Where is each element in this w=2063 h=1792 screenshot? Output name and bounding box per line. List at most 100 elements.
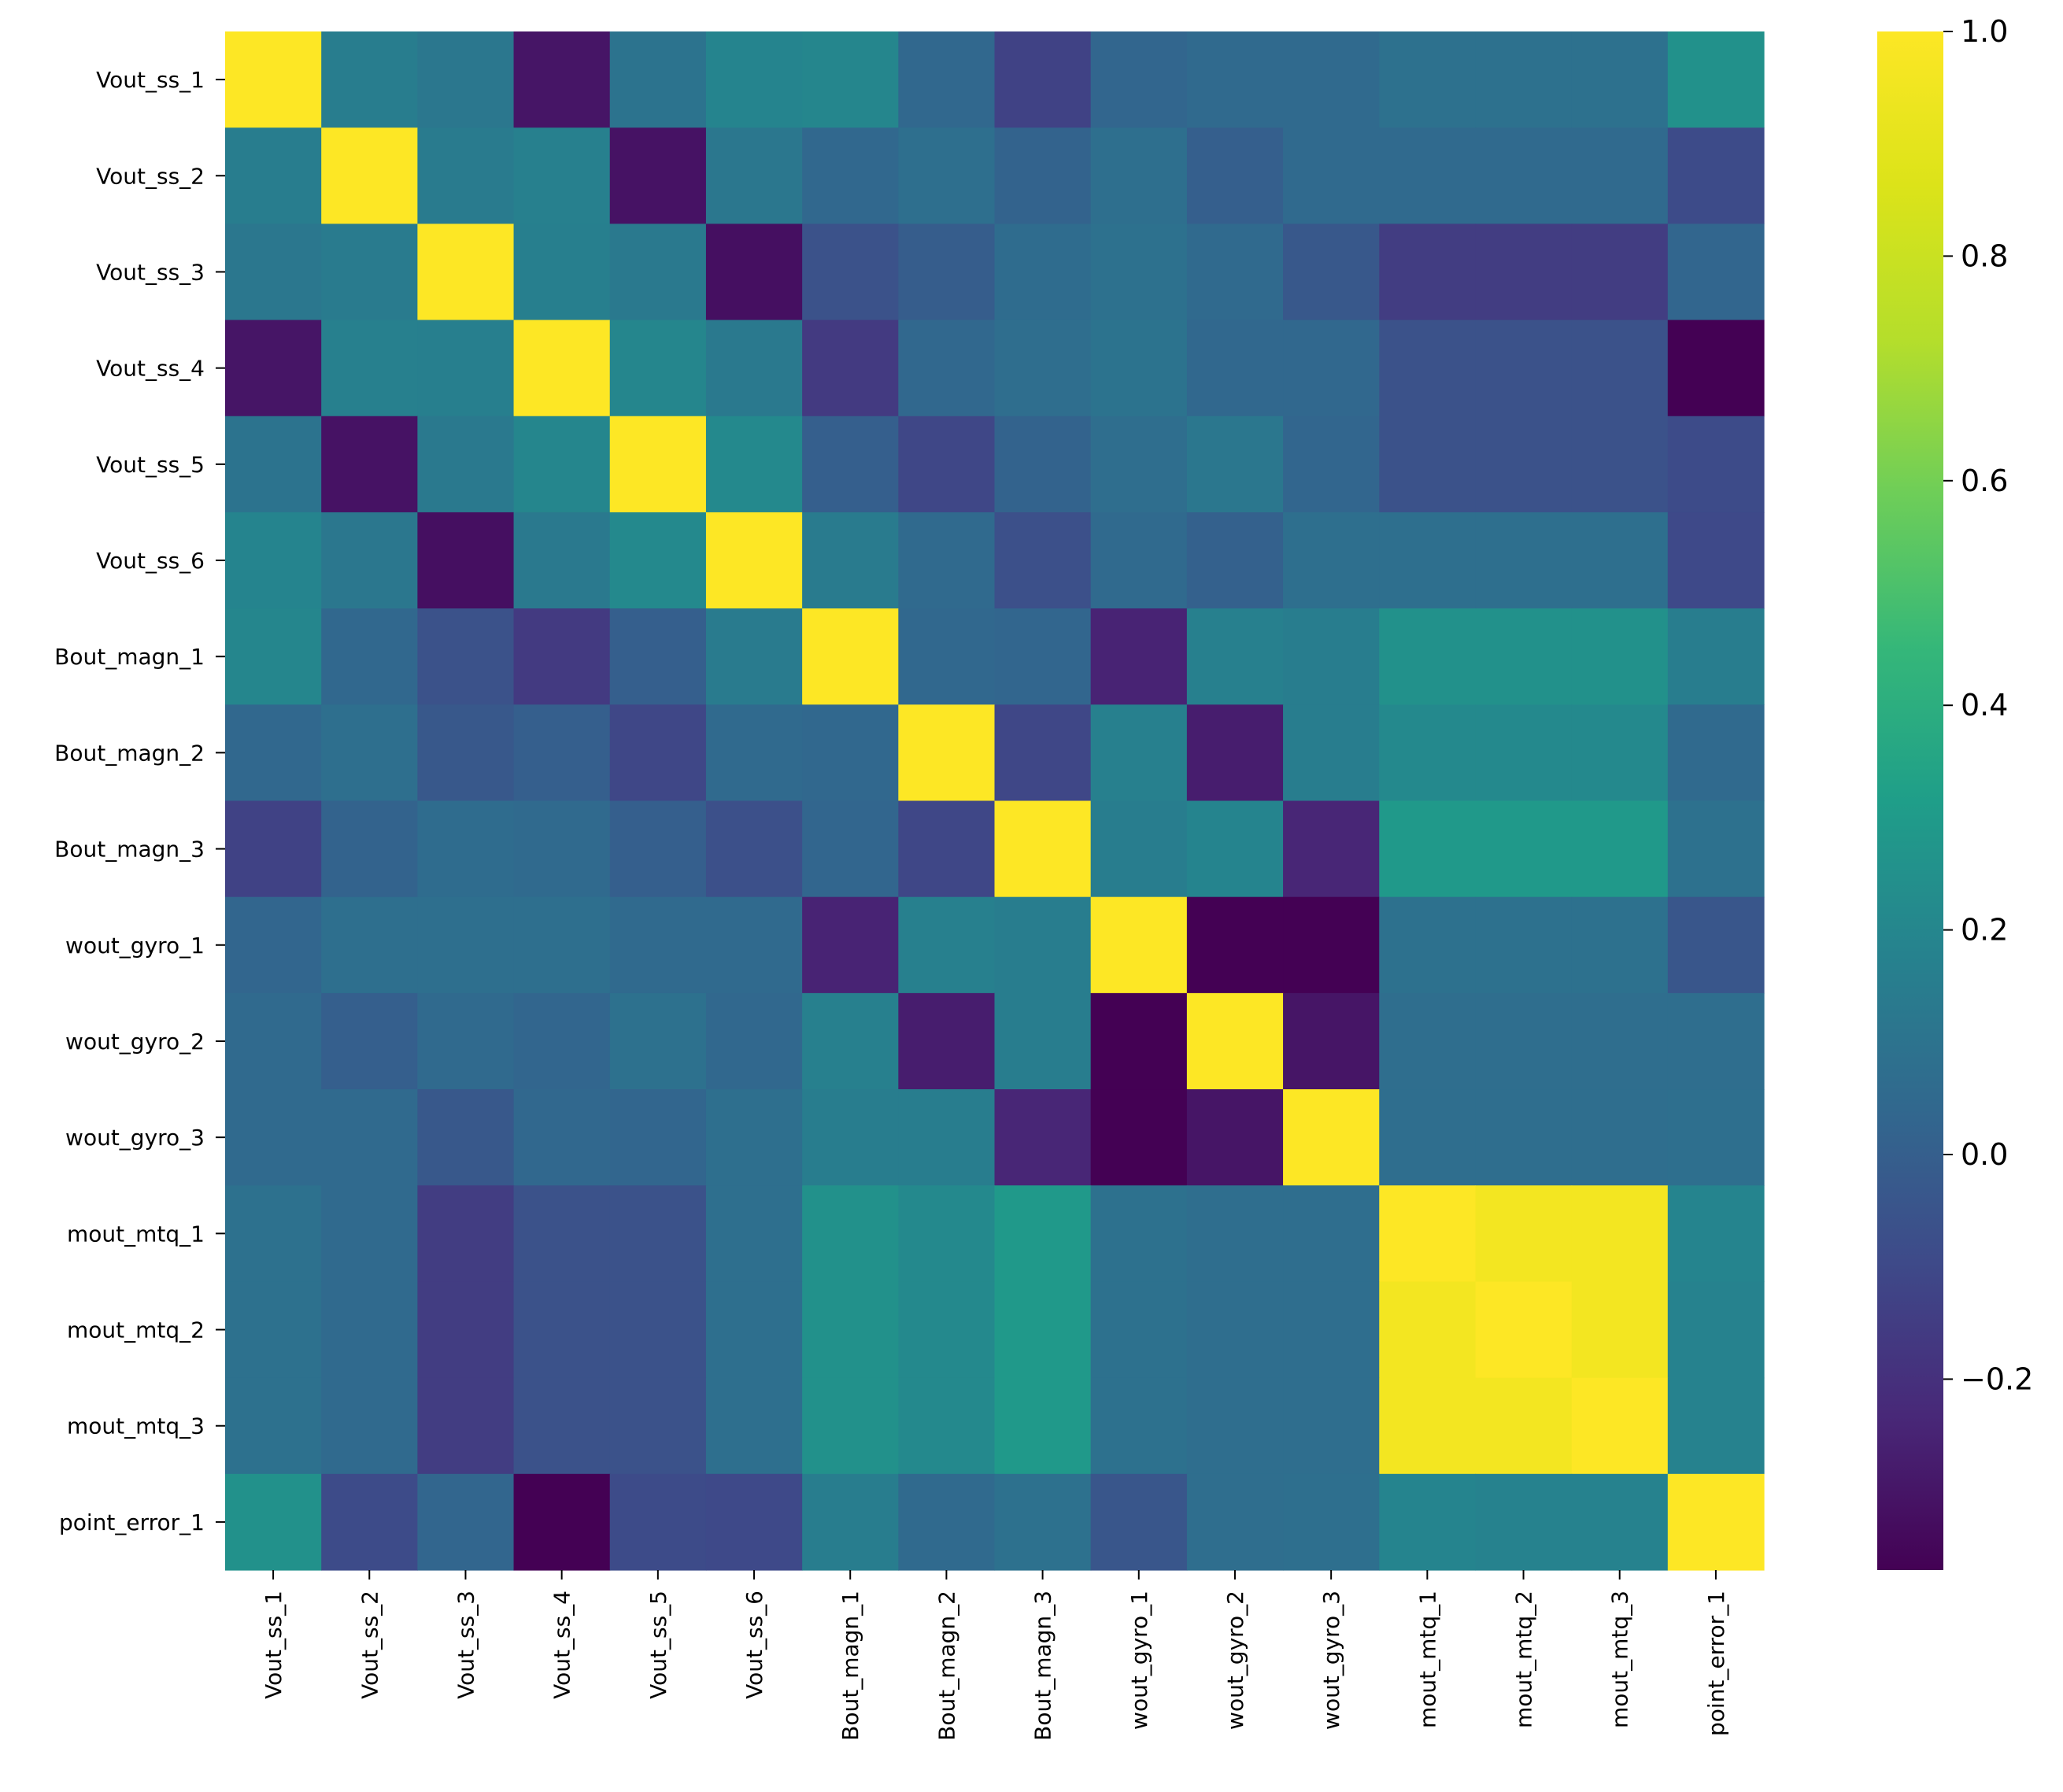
heatmap-cell	[802, 1089, 899, 1186]
heatmap-cell	[1283, 1089, 1380, 1186]
heatmap-cell	[513, 1089, 611, 1186]
heatmap-cell	[609, 127, 707, 224]
colorbar-gradient	[1877, 31, 1943, 1570]
heatmap-cell	[609, 320, 707, 417]
heatmap-cell	[1571, 896, 1669, 994]
heatmap-cell	[1283, 31, 1380, 128]
heatmap-cell	[417, 320, 515, 417]
heatmap-cell	[417, 416, 515, 513]
y-axis: Vout_ss_1 Vout_ss_2 Vout_ss_3 Vout_ss_4 Vout…	[54, 67, 225, 1535]
y-tick-label: Bout_magn_2	[54, 740, 205, 766]
heatmap-cell	[1090, 608, 1188, 705]
heatmap-cell	[1667, 224, 1765, 321]
heatmap-cell	[225, 992, 322, 1090]
heatmap-cell	[994, 1473, 1092, 1571]
y-tick-label: Vout_ss_2	[96, 163, 205, 189]
heatmap-cell	[1475, 320, 1573, 417]
heatmap-cell	[417, 800, 515, 898]
heatmap-cell	[321, 1377, 418, 1475]
y-tick-label: Vout_ss_4	[96, 356, 205, 382]
heatmap-cell	[802, 1377, 899, 1475]
heatmap-cell	[898, 992, 996, 1090]
heatmap-cell	[802, 704, 899, 802]
heatmap-cell	[1283, 704, 1380, 802]
x-tick-label: wout_gyro_1	[1126, 1591, 1152, 1730]
heatmap-cell	[898, 127, 996, 224]
heatmap-cell	[1667, 992, 1765, 1090]
heatmap-cell	[1475, 704, 1573, 802]
heatmap-cell	[1090, 1281, 1188, 1379]
heatmap-cell	[1283, 416, 1380, 513]
heatmap-cell	[1379, 992, 1477, 1090]
heatmap-cell	[1379, 320, 1477, 417]
heatmap-cell	[609, 224, 707, 321]
heatmap-cell	[321, 1185, 418, 1283]
heatmap-cell	[1186, 416, 1284, 513]
heatmap-cell	[705, 320, 803, 417]
heatmap-cell	[321, 320, 418, 417]
heatmap-cell	[1283, 320, 1380, 417]
x-tick-label: Bout_magn_2	[934, 1591, 959, 1741]
heatmap-cell	[1475, 31, 1573, 128]
heatmap-cell	[1667, 608, 1765, 705]
heatmap-cell	[898, 224, 996, 321]
heatmap-cell	[321, 800, 418, 898]
heatmap-cell	[705, 31, 803, 128]
heatmap-cell	[1571, 992, 1669, 1090]
heatmap-cell	[705, 1089, 803, 1186]
heatmap-cell	[513, 416, 611, 513]
heatmap-cell	[225, 416, 322, 513]
heatmap-cell	[1475, 1473, 1573, 1571]
heatmap-cell	[898, 1281, 996, 1379]
heatmap-cell	[609, 992, 707, 1090]
heatmap-cell	[609, 1377, 707, 1475]
heatmap-cell	[321, 1281, 418, 1379]
heatmap-cell	[1283, 992, 1380, 1090]
heatmap-cell	[321, 608, 418, 705]
heatmap-cell	[705, 1185, 803, 1283]
heatmap-cell	[513, 1377, 611, 1475]
heatmap-cell	[1667, 31, 1765, 128]
heatmap-cell	[1571, 127, 1669, 224]
heatmap-cell	[321, 127, 418, 224]
heatmap-cell	[225, 1281, 322, 1379]
heatmap-cell	[225, 31, 322, 128]
heatmap-cell	[1571, 1089, 1669, 1186]
heatmap-cell	[1283, 1185, 1380, 1283]
heatmap-cell	[513, 1281, 611, 1379]
heatmap-cell	[321, 224, 418, 321]
heatmap-cell	[1379, 31, 1477, 128]
heatmap-cell	[1475, 512, 1573, 609]
heatmap-cell	[1090, 320, 1188, 417]
x-tick-label: wout_gyro_2	[1222, 1591, 1248, 1730]
heatmap-cell	[1090, 1473, 1188, 1571]
heatmap-cell	[1379, 1281, 1477, 1379]
heatmap-cell	[1090, 512, 1188, 609]
heatmap-cell	[1475, 1185, 1573, 1283]
heatmap-cell	[1475, 224, 1573, 321]
heatmap-cell	[1283, 127, 1380, 224]
heatmap-cell	[994, 1185, 1092, 1283]
heatmap-cell	[1571, 1185, 1669, 1283]
heatmap-cell	[994, 127, 1092, 224]
heatmap-cell	[705, 1473, 803, 1571]
heatmap-cell	[417, 1473, 515, 1571]
heatmap-cell	[705, 992, 803, 1090]
heatmap-cell	[225, 1473, 322, 1571]
heatmap-cell	[609, 608, 707, 705]
x-axis: Vout_ss_1 Vout_ss_2 Vout_ss_3 Vout_ss_4 Vout…	[261, 1570, 1729, 1741]
heatmap-cell	[1090, 800, 1188, 898]
heatmap-cell	[609, 800, 707, 898]
heatmap-cell	[1379, 224, 1477, 321]
heatmap-cell	[898, 608, 996, 705]
heatmap-cell	[513, 800, 611, 898]
colorbar-tick-label: 0.0	[1961, 1137, 2008, 1172]
heatmap-cell	[225, 1377, 322, 1475]
y-tick-label: Vout_ss_3	[96, 259, 205, 285]
heatmap-cell	[225, 1185, 322, 1283]
heatmap-cell	[1379, 127, 1477, 224]
heatmap-cell	[609, 896, 707, 994]
heatmap-cell	[1186, 512, 1284, 609]
heatmap-cell	[1667, 704, 1765, 802]
heatmap-cell	[802, 1473, 899, 1571]
